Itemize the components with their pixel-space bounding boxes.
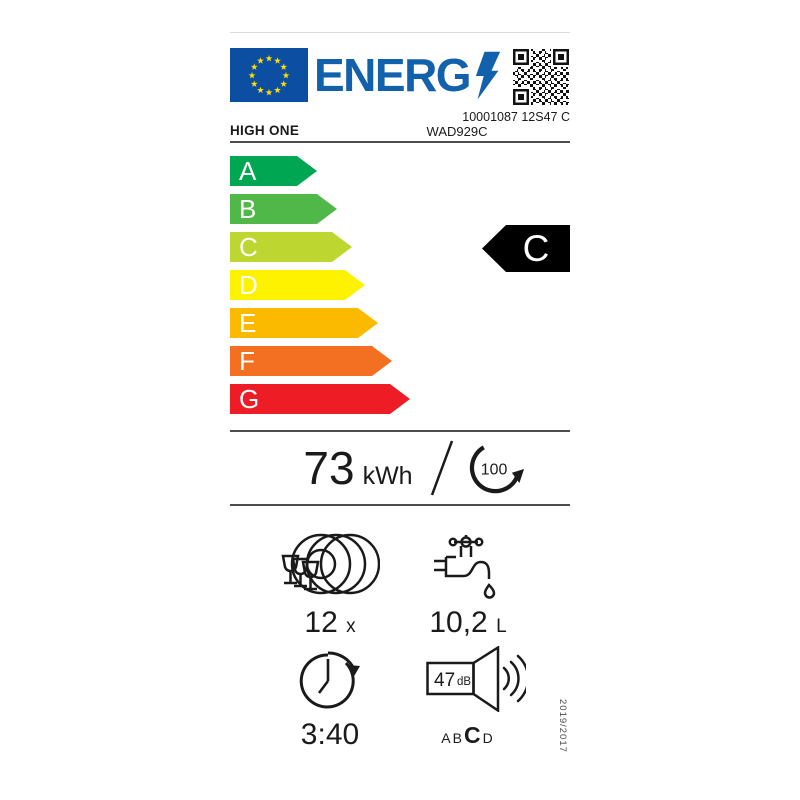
tap-handle	[448, 535, 484, 548]
scale-letter-g: G	[239, 384, 260, 414]
per-100-cycles-icon: 100	[469, 445, 524, 494]
place-settings-icon	[281, 533, 380, 595]
water-cell: 10,2 L	[398, 530, 538, 638]
cycles-count: 100	[480, 462, 507, 479]
noise-rated-class: C	[463, 722, 483, 748]
eu-energy-label: ENERG	[230, 32, 570, 765]
regulation-number: 2019/2017	[557, 699, 568, 753]
header-divider	[230, 141, 570, 143]
scale-letter-d: D	[239, 270, 258, 300]
water-value: 10,2	[429, 606, 488, 639]
clock-icon	[299, 651, 360, 709]
water-tap-icon	[434, 535, 496, 599]
noise-value: 47	[434, 670, 455, 691]
energ-logo-text: ENERG	[314, 49, 472, 101]
scale-arrow-f: F	[230, 346, 392, 376]
capacity-caption: 12 x	[260, 608, 400, 638]
qr-finder-patterns	[512, 48, 570, 106]
capacity-cell: 12 x	[260, 530, 400, 638]
energy-value: 73	[303, 442, 355, 494]
scale-letter-a: A	[239, 156, 257, 186]
energy-unit: kWh	[362, 462, 413, 490]
scale-letter-c: C	[239, 232, 258, 262]
duration-value: 3:40	[300, 718, 360, 751]
capacity-unit: x	[346, 616, 356, 637]
eu-flag-icon	[230, 48, 308, 102]
qr-code	[512, 48, 570, 106]
scale-arrow-g: G	[230, 384, 410, 414]
scale-arrow-a: A	[230, 156, 317, 186]
noise-unit: dB	[457, 676, 471, 688]
duration-caption: 3:40	[260, 720, 400, 750]
wine-glasses	[281, 554, 320, 591]
supplier-name: HIGH ONE	[230, 123, 300, 138]
water-caption: 10,2 L	[398, 608, 538, 638]
model-identifier: WAD929C	[426, 124, 488, 139]
duration-cell: 3:40	[260, 642, 400, 750]
capacity-value: 12	[304, 606, 338, 639]
scale-letter-e: E	[239, 308, 257, 338]
energy-section-divider-top	[230, 430, 570, 432]
energy-consumption: 73 kWh 100	[244, 435, 584, 501]
rated-class-indicator: C	[482, 225, 570, 272]
scale-arrow-d: D	[230, 270, 365, 300]
scale-arrow-b: B	[230, 194, 337, 224]
energy-section-divider-bottom	[230, 504, 570, 506]
registration-number: 10001087 12S47 C	[462, 110, 570, 124]
noise-class-caption: ABCD	[398, 722, 538, 749]
water-unit: L	[496, 616, 507, 637]
slash-divider	[430, 440, 453, 496]
scale-arrow-e: E	[230, 308, 378, 338]
noise-scale-left: AB	[441, 730, 464, 746]
scale-letter-f: F	[239, 346, 255, 376]
noise-scale-right: D	[482, 730, 495, 746]
noise-cell: 47 dB ABCD	[398, 642, 538, 749]
scale-arrow-c: C	[230, 232, 352, 262]
speaker-icon: 47 dB	[426, 646, 526, 712]
scale-letter-b: B	[239, 194, 257, 224]
lightning-bolt-icon	[475, 51, 501, 100]
energ-logo: ENERG	[314, 47, 501, 103]
